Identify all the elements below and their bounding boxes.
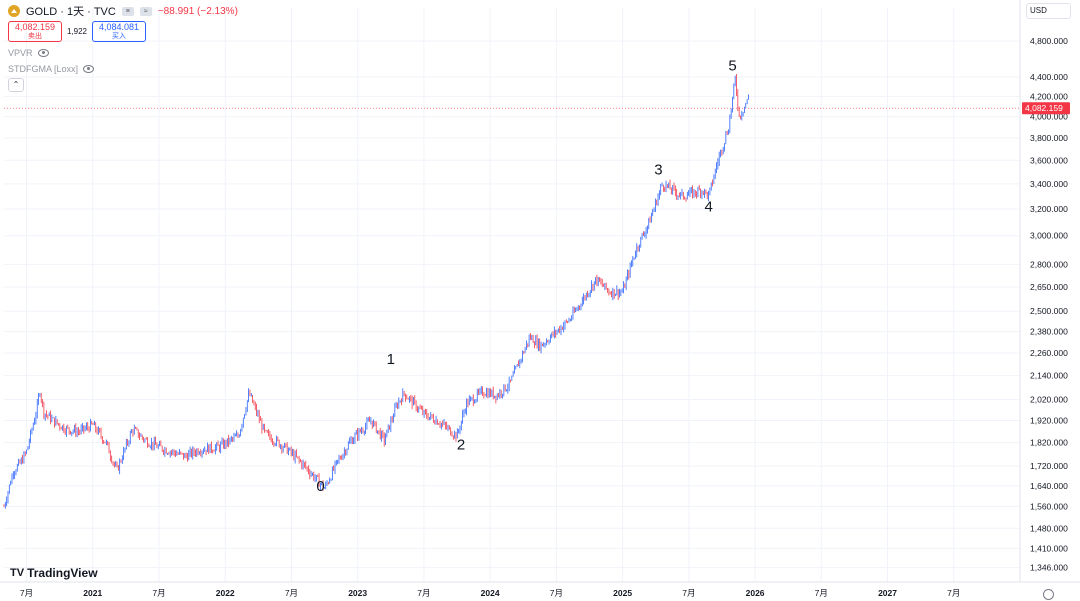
indicator-label: VPVR xyxy=(8,47,33,58)
wave-label: 5 xyxy=(728,58,736,75)
buy-label: 买入 xyxy=(112,33,126,40)
x-tick-label: 7月 xyxy=(947,588,960,598)
y-tick-label: 3,200.000 xyxy=(1030,204,1068,214)
market-status-icon: ≡ xyxy=(121,6,134,16)
y-tick-label: 1,480.000 xyxy=(1030,523,1068,533)
price-bars xyxy=(3,73,749,509)
last-price-tag xyxy=(1022,102,1070,115)
wave-label: 4 xyxy=(705,199,713,216)
last-price-text: 4,082.159 xyxy=(1025,103,1063,113)
x-tick-label: 2027 xyxy=(878,588,897,598)
sell-button[interactable]: 4,082.159 卖出 xyxy=(8,21,62,42)
sell-price: 4,082.159 xyxy=(14,22,56,32)
buy-price: 4,084.081 xyxy=(98,22,140,32)
x-tick-label: 2022 xyxy=(216,588,235,598)
x-tick-label: 7月 xyxy=(417,588,430,598)
x-tick-label: 7月 xyxy=(152,588,165,598)
x-tick-label: 2025 xyxy=(613,588,632,598)
indicator-vpvr[interactable]: VPVR xyxy=(8,47,238,58)
tradingview-logo-icon: TV xyxy=(10,567,25,579)
y-tick-label: 3,800.000 xyxy=(1030,133,1068,143)
gear-icon[interactable] xyxy=(1043,589,1054,600)
wave-label: 0 xyxy=(316,478,324,495)
y-tick-label: 2,650.000 xyxy=(1030,282,1068,292)
y-tick-label: 1,560.000 xyxy=(1030,502,1068,512)
y-tick-label: 1,920.000 xyxy=(1030,416,1068,426)
symbol-title[interactable]: GOLD · 1天 · TVC xyxy=(26,6,116,18)
price-axis[interactable]: 1,346.000 1,410.000 1,480.000 1,560.000 1,64… xyxy=(1019,0,1068,582)
indicator-label: STDFGMA [Loxx] xyxy=(8,63,79,74)
y-tick-label: 2,140.000 xyxy=(1030,371,1068,381)
x-tick-label: 2024 xyxy=(481,588,500,598)
y-tick-label: 2,020.000 xyxy=(1030,395,1068,405)
x-tick-label: 7月 xyxy=(815,588,828,598)
x-tick-label: 2023 xyxy=(348,588,367,598)
eye-icon[interactable] xyxy=(37,48,49,57)
y-tick-label: 3,000.000 xyxy=(1030,231,1068,241)
x-tick-label: 7月 xyxy=(285,588,298,598)
wave-label: 1 xyxy=(387,351,395,368)
y-tick-label: 4,400.000 xyxy=(1030,72,1068,82)
gold-symbol-icon xyxy=(8,5,20,17)
data-delay-icon: ≈ xyxy=(139,6,152,16)
x-tick-label: 7月 xyxy=(20,588,33,598)
collapse-legend-button[interactable]: ⌃ xyxy=(8,78,24,92)
x-tick-label: 2026 xyxy=(746,588,765,598)
wave-label: 3 xyxy=(654,161,662,178)
x-tick-label: 2021 xyxy=(83,588,102,598)
y-tick-label: 1,820.000 xyxy=(1030,438,1068,448)
chart-grid xyxy=(4,8,1020,582)
price-change: −88.991 (−2.13%) xyxy=(157,5,238,17)
wave-annotations: 0 1 2 3 4 5 xyxy=(316,58,736,495)
y-tick-label: 3,600.000 xyxy=(1030,155,1068,165)
tradingview-logo-text: TradingView xyxy=(27,566,98,580)
eye-icon[interactable] xyxy=(83,64,95,73)
y-tick-label: 1,346.000 xyxy=(1030,563,1068,573)
time-axis[interactable]: 7月 2021 7月 2022 7月 2023 7月 2024 7月 2025 7月 2026 7月 20… xyxy=(0,581,1080,598)
y-tick-label: 3,400.000 xyxy=(1030,179,1068,189)
y-tick-label: 1,720.000 xyxy=(1030,461,1068,471)
y-tick-label: 4,200.000 xyxy=(1030,91,1068,101)
sell-label: 卖出 xyxy=(28,33,42,40)
y-tick-label: 2,500.000 xyxy=(1030,306,1068,316)
last-price-label: 4,082.159 xyxy=(1022,102,1070,115)
indicator-stdfgma[interactable]: STDFGMA [Loxx] xyxy=(8,63,238,74)
y-tick-label: 1,410.000 xyxy=(1030,543,1068,553)
buy-button[interactable]: 4,084.081 买入 xyxy=(92,21,146,42)
currency-selector[interactable]: USD xyxy=(1026,3,1071,19)
y-tick-label: 4,000.000 xyxy=(1030,112,1068,122)
chevron-up-icon: ⌃ xyxy=(12,80,20,89)
y-tick-label: 4,800.000 xyxy=(1030,36,1068,46)
y-tick-label: 2,800.000 xyxy=(1030,259,1068,269)
y-tick-label: 1,640.000 xyxy=(1030,481,1068,491)
wave-label: 2 xyxy=(457,437,465,454)
y-tick-label: 2,380.000 xyxy=(1030,327,1068,337)
symbol-legend: GOLD · 1天 · TVC ≡ ≈ −88.991 (−2.13%) 4,0… xyxy=(8,4,238,92)
y-tick-label: 2,260.000 xyxy=(1030,348,1068,358)
spread-value: 1,922 xyxy=(66,27,88,36)
x-tick-label: 7月 xyxy=(550,588,563,598)
x-tick-label: 7月 xyxy=(682,588,695,598)
tradingview-logo[interactable]: TV TradingView xyxy=(10,566,98,580)
